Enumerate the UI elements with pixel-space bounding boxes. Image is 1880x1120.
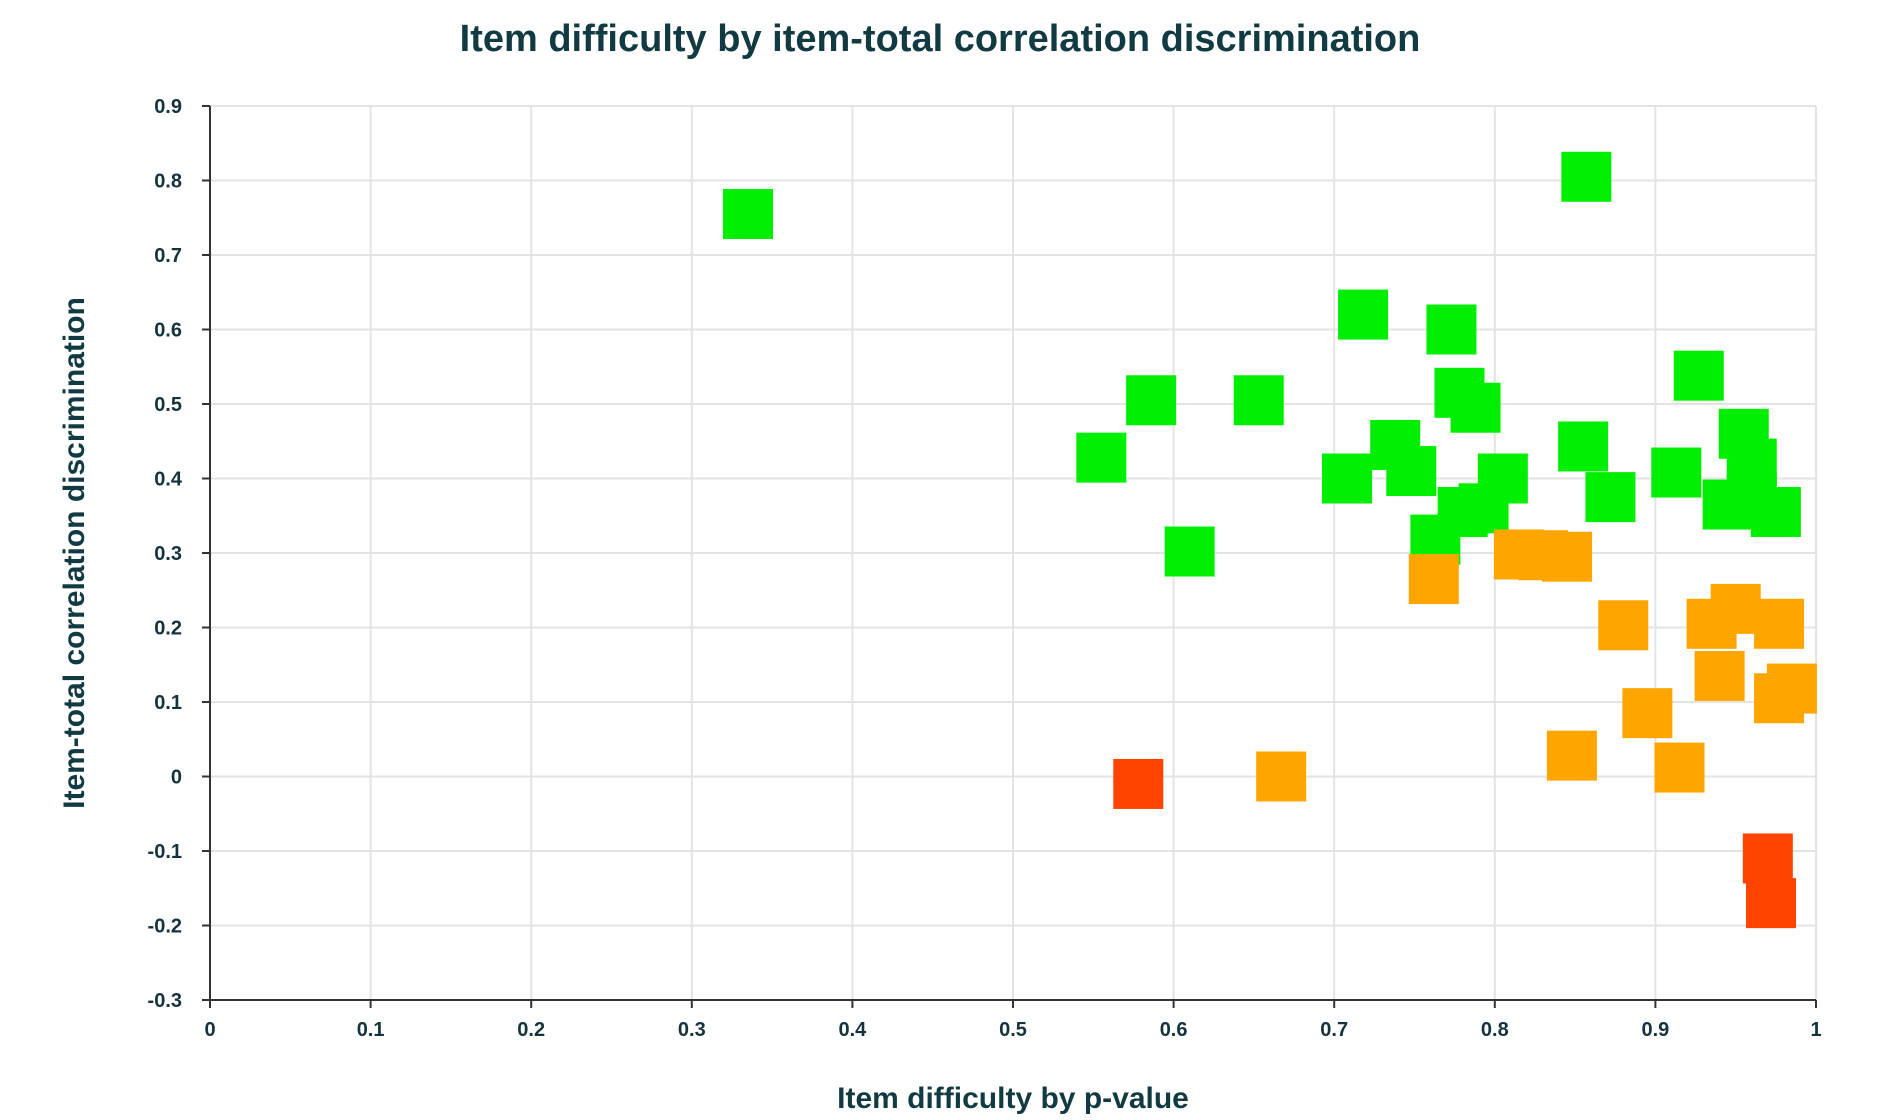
data-point-red: [1746, 878, 1797, 929]
y-tick-label: 0.3: [154, 543, 182, 565]
x-tick-label: 0.7: [1320, 1019, 1348, 1041]
data-point-orange: [1710, 583, 1761, 634]
data-point-green: [1651, 447, 1702, 498]
data-point-green: [1561, 151, 1612, 202]
data-point-orange: [1622, 688, 1673, 739]
data-point-green: [1076, 432, 1127, 483]
x-tick-label: 0.6: [1160, 1019, 1188, 1041]
x-axis-title: Item difficulty by p-value: [837, 1082, 1189, 1115]
x-tick-label: 0: [204, 1019, 215, 1041]
data-point-orange: [1256, 751, 1307, 802]
y-tick-label: -0.3: [148, 990, 182, 1012]
data-point-green: [1450, 382, 1501, 433]
data-point-green: [1386, 446, 1437, 497]
data-point-green: [1338, 289, 1389, 340]
y-tick-label: 0.4: [154, 469, 183, 491]
y-tick-label: 0.1: [154, 692, 182, 714]
x-tick-label: 0.2: [517, 1019, 545, 1041]
data-point-orange: [1754, 598, 1805, 649]
y-tick-label: 0.9: [154, 96, 182, 118]
data-point-green: [1164, 526, 1215, 577]
data-point-green: [1458, 483, 1509, 534]
x-tick-label: 0.1: [357, 1019, 385, 1041]
data-point-green: [1126, 375, 1177, 426]
data-point-red: [1742, 833, 1793, 884]
data-point-orange: [1546, 730, 1597, 781]
data-point-orange: [1694, 650, 1745, 701]
grid: [210, 105, 1817, 1000]
y-tick-label: 0: [171, 767, 182, 789]
data-point-orange: [1654, 742, 1705, 793]
x-tick-label: 0.4: [838, 1019, 867, 1041]
data-point-orange: [1542, 531, 1593, 582]
y-tick-label: 0.2: [154, 618, 182, 640]
data-point-green: [1585, 472, 1636, 523]
data-point-green: [1558, 421, 1609, 472]
data-point-orange: [1598, 600, 1649, 651]
y-tick-label: -0.1: [148, 841, 182, 863]
x-axis-ticks: 0 0.1 0.2 0.3 0.4 0.5 0.6 0.7 0.8 0.9 1: [204, 1000, 1822, 1041]
data-point-green: [1750, 487, 1801, 538]
data-points: [723, 151, 1817, 929]
y-tick-label: 0.8: [154, 171, 182, 193]
y-tick-label: 0.5: [154, 394, 182, 416]
y-tick-label: 0.7: [154, 245, 182, 267]
data-point-green: [1233, 375, 1284, 426]
y-axis-ticks: -0.3 -0.2 -0.1 0 0.1 0.2 0.3 0.4 0.5 0.6 0.7 0.8 0.9: [148, 96, 210, 1012]
y-axis-title: Item-total correlation discrimination: [58, 297, 91, 809]
x-tick-label: 0.3: [678, 1019, 706, 1041]
y-tick-label: -0.2: [148, 916, 182, 938]
data-point-green: [1322, 453, 1373, 504]
x-tick-label: 1: [1810, 1019, 1821, 1041]
y-tick-label: 0.6: [154, 320, 182, 342]
data-point-green: [723, 189, 774, 240]
data-point-orange: [1766, 663, 1817, 714]
data-point-red: [1113, 758, 1164, 809]
x-tick-label: 0.5: [999, 1019, 1027, 1041]
x-tick-label: 0.8: [1481, 1019, 1509, 1041]
chart-title: Item difficulty by item-total correlatio…: [459, 18, 1421, 60]
data-point-orange: [1408, 554, 1459, 605]
x-tick-label: 0.9: [1641, 1019, 1669, 1041]
data-point-green: [1426, 304, 1477, 355]
data-point-green: [1673, 350, 1724, 401]
